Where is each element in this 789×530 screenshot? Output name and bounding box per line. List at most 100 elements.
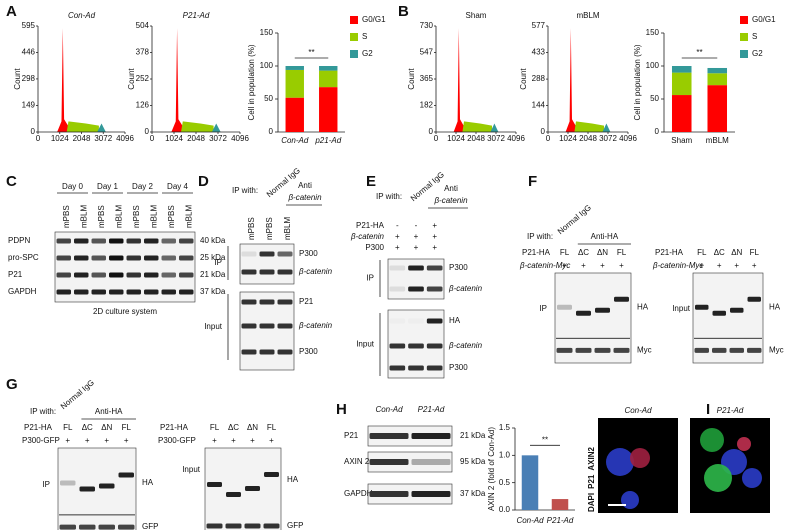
- blot-band: [99, 483, 115, 489]
- y-tick-label: 0: [429, 127, 434, 136]
- significance: **: [542, 435, 548, 444]
- panel-label: G: [6, 376, 18, 393]
- band-label: Myc: [637, 346, 652, 355]
- ip-with: IP with:: [376, 192, 402, 201]
- blot-band: [144, 272, 159, 278]
- histogram-g1: [565, 28, 577, 132]
- blot-band: [161, 255, 176, 261]
- x-tick-label: 4096: [231, 134, 249, 143]
- row-label: P21: [344, 431, 359, 440]
- group-label: IP: [539, 304, 547, 313]
- significance: **: [696, 48, 702, 57]
- y-tick-label: 446: [22, 48, 36, 57]
- blot-band: [729, 347, 744, 353]
- bar-segment: [285, 69, 304, 98]
- blot-band: [369, 433, 409, 439]
- band-label: GFP: [287, 521, 303, 530]
- x-tick-label: P21-Ad: [547, 516, 574, 525]
- blot-band: [730, 307, 744, 313]
- partner-sign: +: [231, 436, 236, 445]
- band-label: β-catenin: [298, 321, 333, 330]
- y-tick-label: 100: [646, 61, 660, 70]
- blot-band: [241, 299, 257, 305]
- bar-segment: [707, 67, 728, 74]
- blot-band: [74, 238, 89, 244]
- blot-band: [712, 310, 726, 316]
- blot-band: [277, 349, 293, 355]
- band-label: HA: [637, 302, 649, 311]
- blot-band: [408, 286, 424, 292]
- cell: [700, 428, 724, 452]
- condition-sign: +: [432, 243, 437, 252]
- y-tick-label: 577: [532, 21, 546, 30]
- partner-label: β-catenin-Myc: [519, 261, 570, 270]
- construct: ΔN: [247, 423, 258, 432]
- band-label: HA: [449, 316, 461, 325]
- axis: [37, 26, 125, 133]
- histogram-g1: [453, 28, 465, 132]
- blot-band: [369, 459, 409, 465]
- x-tick-label: 3072: [94, 134, 112, 143]
- histogram-g2: [602, 123, 611, 132]
- partner-sign: +: [619, 261, 624, 270]
- lane-label: mPBS: [62, 205, 71, 228]
- blot-band: [264, 472, 279, 477]
- x-tick-label: 2048: [467, 134, 485, 143]
- stain-label: DAPI: [587, 493, 596, 512]
- y-tick-label: 0: [269, 127, 274, 136]
- y-tick-label: 149: [22, 101, 36, 110]
- row-label: AXIN 2: [344, 457, 370, 466]
- blot-band: [126, 289, 141, 295]
- lane-label: mBLM: [114, 205, 123, 228]
- condition-label: P21-HA: [356, 221, 385, 230]
- blot-band: [226, 492, 241, 497]
- cell: [621, 491, 639, 509]
- partner-sign: +: [250, 436, 255, 445]
- histogram-title: Sham: [466, 11, 487, 20]
- band-label: P300: [449, 363, 468, 372]
- partner-sign: +: [212, 436, 217, 445]
- antibody-label: Anti: [444, 184, 458, 193]
- x-tick-label: 1024: [165, 134, 183, 143]
- y-axis-label: Count: [519, 68, 528, 90]
- construct: FL: [617, 248, 627, 257]
- x-tick-label: 3072: [599, 134, 617, 143]
- y-tick-label: 365: [420, 74, 434, 83]
- lane-label: mPBS: [97, 205, 106, 228]
- construct-label: P21-HA: [160, 423, 189, 432]
- blot: [204, 447, 282, 530]
- blot-band: [408, 343, 424, 349]
- blot: [239, 291, 295, 371]
- day-label: Day 0: [62, 182, 83, 191]
- blot-band: [259, 349, 275, 355]
- histogram-s: [66, 121, 99, 132]
- blot-band: [126, 238, 141, 244]
- control-label: Normal IgG: [59, 378, 96, 411]
- lane-label: P21-Ad: [418, 405, 445, 414]
- y-tick-label: 50: [264, 94, 273, 103]
- blot-band: [259, 269, 275, 275]
- blot-band: [59, 524, 76, 530]
- y-tick-label: 730: [420, 21, 434, 30]
- partner-sign: +: [104, 436, 109, 445]
- construct: ΔN: [101, 423, 112, 432]
- antibody-label: Anti: [298, 181, 312, 190]
- blot-band: [426, 365, 443, 371]
- legend-swatch: [350, 16, 358, 24]
- control-label: Normal IgG: [556, 203, 593, 236]
- blot-band: [74, 272, 89, 278]
- y-tick-label: 1.5: [499, 423, 511, 432]
- blot-band: [118, 524, 135, 530]
- blot-divider: [556, 337, 630, 339]
- blot-band: [207, 482, 222, 487]
- band-label: β-catenin: [448, 341, 483, 350]
- y-axis-label: Cell in population (%): [633, 44, 642, 120]
- legend-label: G0/G1: [362, 15, 386, 24]
- x-tick-label: 4096: [507, 134, 525, 143]
- y-tick-label: 150: [260, 28, 274, 37]
- blot-band: [694, 347, 709, 353]
- blot-band: [747, 347, 762, 353]
- blot-band: [144, 289, 159, 295]
- blot-band: [74, 289, 89, 295]
- cell: [704, 464, 732, 492]
